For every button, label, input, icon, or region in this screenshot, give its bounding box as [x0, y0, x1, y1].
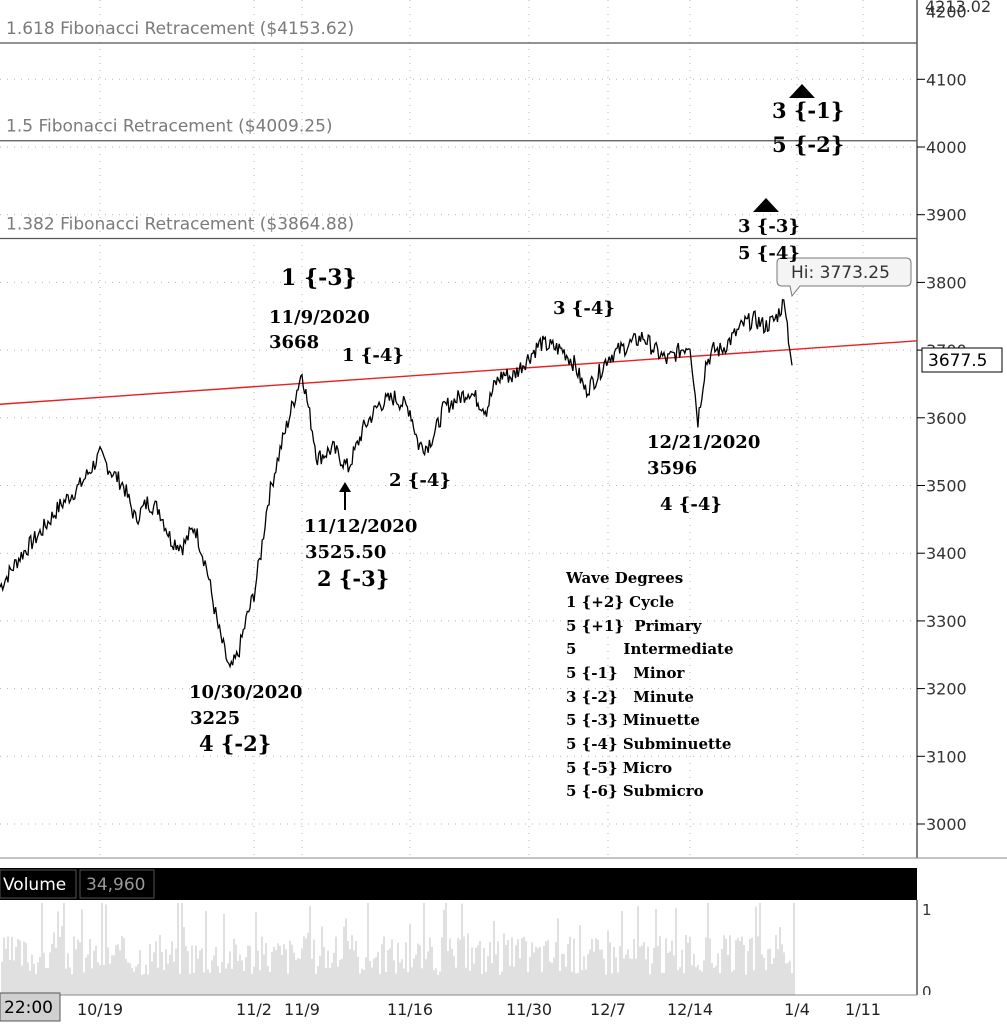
wave-degrees-legend: Wave Degrees 1 {+2} Cycle 5 {+1} Primary… — [565, 569, 734, 800]
hi-label: Hi: 3773.25 — [791, 263, 890, 283]
y-tick-label: 4100 — [926, 70, 967, 89]
annotation: 1 {-4} — [342, 345, 404, 366]
y-tick-label: 4200 — [926, 3, 967, 22]
x-tick-label: 11/30 — [506, 1000, 552, 1019]
y-tick-label: 3300 — [926, 612, 967, 631]
top-axis-label: 4213.02 — [925, 0, 991, 16]
legend-row: 5 {-4} Subminuette — [566, 735, 731, 753]
x-tick-label: 12/7 — [590, 1000, 626, 1019]
annotation: 3668 — [269, 332, 319, 353]
x-tick-label: 11/9 — [284, 1000, 320, 1019]
annotation: 5 {-4} — [738, 243, 800, 264]
y-tick-label: 4000 — [926, 138, 967, 157]
y-tick-label: 3900 — [926, 206, 967, 225]
x-tick-label: 1/11 — [845, 1000, 881, 1019]
y-tick-label: 3000 — [926, 815, 967, 834]
legend-row: 5 {-1} Minor — [566, 664, 685, 682]
annotation: 2 {-4} — [389, 470, 451, 491]
y-tick-label: 3400 — [926, 544, 967, 563]
volume-header-label — [0, 869, 77, 899]
triangle-up-icon — [789, 84, 815, 98]
volume-pane: Volume 34,960 1 0 — [0, 868, 1007, 1001]
last-price-label: 3677.5 — [928, 351, 987, 371]
wave-annotations: 1 {-3} 11/9/2020 3668 1 {-4} 2 {-4} 11/1… — [189, 98, 844, 756]
annotation: 3225 — [190, 708, 240, 729]
annotation: 10/30/2020 — [189, 682, 302, 703]
price-axis-pane — [917, 0, 1007, 858]
annotation: 3 {-1} — [772, 98, 844, 123]
triangle-up-icon — [753, 198, 779, 212]
x-axis-ticks: 10/19 11/2 11/9 11/16 11/30 12/7 12/14 1/4 1/11 — [77, 1000, 881, 1019]
x-tick-label: 11/2 — [236, 1000, 272, 1019]
annotation: 11/9/2020 — [269, 307, 370, 328]
legend-row: 3 {-2} Minute — [566, 688, 694, 706]
annotation: 12/21/2020 — [647, 432, 760, 453]
annotation: 3 {-4} — [553, 298, 615, 319]
last-price-marker: 3677.5 — [921, 347, 1003, 373]
annotation: 3525.50 — [305, 542, 386, 563]
fib-label: 1.618 Fibonacci Retracement ($4153.62) — [6, 19, 354, 39]
volume-value: 34,960 — [86, 875, 145, 895]
annotation: 4 {-2} — [199, 731, 271, 756]
y-tick-label: 3500 — [926, 477, 967, 496]
annotation: 2 {-3} — [317, 566, 389, 591]
arrow-up-icon — [339, 482, 351, 510]
time-cursor-label: 22:00 — [4, 998, 53, 1018]
hi-callout: Hi: 3773.25 — [776, 257, 912, 298]
trendline — [0, 340, 918, 405]
trendline-segment — [0, 340, 918, 405]
price-line — [0, 298, 793, 669]
grid — [0, 0, 917, 858]
y-tick-label: 3100 — [926, 747, 967, 766]
y-tick-label: 3200 — [926, 680, 967, 699]
fib-label: 1.5 Fibonacci Retracement ($4009.25) — [6, 117, 333, 137]
x-tick-label: 1/4 — [784, 1000, 810, 1019]
annotation: 3596 — [647, 458, 697, 479]
annotation: 3 {-3} — [738, 216, 800, 237]
legend-row: 5 {-5} Micro — [566, 759, 672, 777]
legend-row: 5 {-6} Submicro — [566, 782, 704, 800]
volume-axis-min: 0 — [922, 983, 932, 1001]
y-axis-ticks: 3000310032003300340035003600370038003900… — [917, 3, 967, 834]
annotation: 5 {-2} — [772, 132, 844, 157]
annotation: 1 {-3} — [281, 265, 357, 291]
legend-row: 5 {+1} Primary — [566, 617, 703, 635]
y-tick-label: 3800 — [926, 273, 967, 292]
legend-row: 5 {-3} Minuette — [566, 711, 700, 729]
x-tick-label: 12/14 — [667, 1000, 713, 1019]
volume-bars — [1, 903, 795, 995]
volume-label: Volume — [3, 875, 66, 895]
fib-label: 1.382 Fibonacci Retracement ($3864.88) — [6, 214, 354, 234]
annotation: 4 {-4} — [660, 494, 722, 515]
legend-row: 5 Intermediate — [566, 640, 734, 658]
annotation: 11/12/2020 — [304, 516, 417, 537]
volume-axis-max: 1 — [922, 901, 932, 919]
legend-title: Wave Degrees — [565, 569, 683, 587]
fibonacci-lines: 1.618 Fibonacci Retracement ($4153.62) 1.… — [0, 19, 917, 240]
x-tick-label: 10/19 — [77, 1000, 123, 1019]
price-series — [0, 298, 793, 669]
x-tick-label: 11/16 — [387, 1000, 433, 1019]
legend-row: 1 {+2} Cycle — [566, 593, 674, 611]
price-pane — [0, 0, 917, 858]
time-cursor-box — [0, 992, 61, 1022]
y-tick-label: 3600 — [926, 409, 967, 428]
